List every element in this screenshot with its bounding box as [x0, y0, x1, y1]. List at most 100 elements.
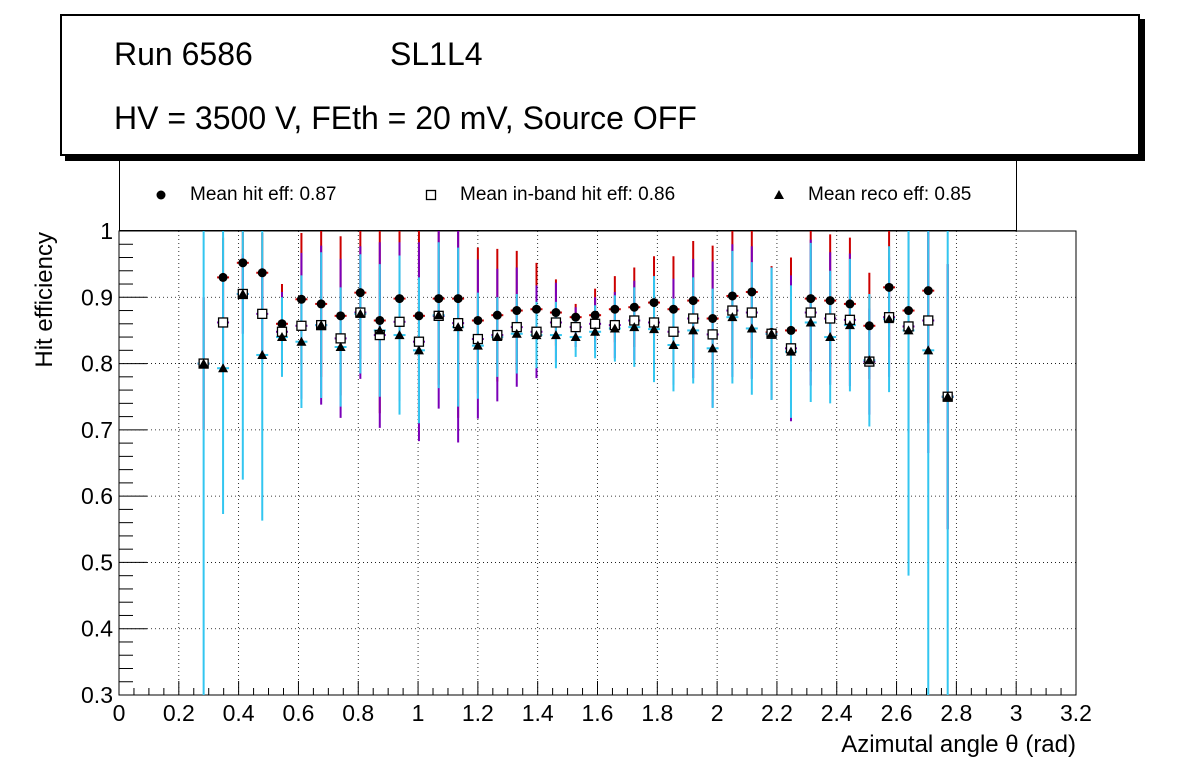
inband-point [335, 333, 346, 344]
reco-point [335, 342, 346, 351]
hit-point [629, 302, 639, 312]
y-tick-label: 0.3 [81, 682, 113, 708]
x-tick-label: 2 [711, 700, 724, 726]
reco-point [903, 325, 914, 335]
inband-point [550, 317, 562, 328]
hit-point [355, 288, 365, 298]
inband-point [413, 336, 425, 347]
y-tick-label: 0.6 [81, 483, 113, 509]
reco-point [531, 330, 542, 340]
reco-point [590, 326, 601, 336]
y-tick-label: 0.9 [81, 284, 113, 310]
x-tick-label: 1.4 [522, 700, 554, 726]
run-label: Run 6586 [114, 36, 253, 72]
triangle-marker-icon [774, 190, 784, 199]
grid [119, 231, 1076, 695]
hit-point [492, 310, 502, 320]
reco-point [844, 320, 855, 330]
hit-point [257, 268, 267, 278]
inband-point [825, 313, 836, 324]
inband-point [923, 315, 934, 326]
reco-point [785, 346, 796, 356]
y-tick-label: 1 [100, 218, 113, 244]
inband-point [668, 326, 679, 337]
reco-point [257, 349, 268, 359]
hit-point [806, 294, 816, 304]
inband-point [217, 317, 229, 328]
x-tick-label: 2.6 [881, 700, 913, 726]
reco-point [668, 340, 679, 350]
reco-point [355, 308, 366, 318]
reco-point [570, 332, 581, 342]
reco-point [394, 330, 405, 340]
reco-point [825, 332, 836, 342]
reco-point [453, 322, 464, 332]
inband-point [570, 321, 581, 333]
hit-point [590, 310, 600, 320]
hit-point [531, 304, 541, 314]
x-tick-label: 0 [113, 700, 126, 726]
reco-point [766, 328, 777, 338]
reco-point [942, 391, 953, 401]
hit-point [414, 311, 424, 321]
reco-point [923, 345, 934, 355]
hit-point [296, 294, 306, 304]
reco-point [864, 355, 875, 365]
x-tick-label: 2.8 [940, 700, 972, 726]
reco-point [296, 336, 307, 346]
hit-point [786, 325, 796, 335]
hit-point [434, 294, 444, 304]
reco-point [688, 325, 699, 335]
hit-point [277, 319, 287, 329]
inband-point [296, 320, 307, 331]
x-tick-label: 2.2 [761, 700, 793, 726]
reco-point [884, 314, 895, 324]
conditions-label: HV = 3500 V, FEth = 20 mV, Source OFF [114, 100, 697, 136]
tick-labels: 0 0.2 0.4 0.6 0.8 1 1.2 1.4 1.6 1.8 2 2.2 2.4 2.6 2.8 3… [81, 218, 1092, 726]
x-tick-label: 3.2 [1060, 700, 1092, 726]
legend-label-reco: Mean reco eff: 0.85 [808, 184, 972, 205]
title-box: Run 6586 SL1L4 HV = 3500 V, FEth = 20 mV… [60, 14, 1140, 156]
hit-point [884, 282, 894, 292]
hit-point [727, 291, 737, 301]
hit-point [571, 312, 581, 322]
hit-point [904, 306, 914, 316]
inband-point [688, 313, 699, 324]
inband-point [394, 316, 405, 327]
reco-point [805, 317, 816, 327]
hit-point [923, 286, 933, 296]
y-tick-label: 0.4 [81, 616, 113, 642]
circle-marker-icon [156, 190, 166, 200]
x-tick-label: 0.4 [223, 700, 255, 726]
hit-point [218, 272, 228, 282]
reco-point [609, 323, 620, 333]
reco-point [198, 358, 209, 368]
legend-label-inband: Mean in-band hit eff: 0.86 [460, 184, 676, 205]
hit-point [453, 294, 463, 304]
x-axis-label: Azimutal angle θ (rad) [841, 731, 1076, 758]
x-tick-label: 1.2 [462, 700, 494, 726]
reco-point [511, 328, 522, 338]
x-tick-label: 3 [1010, 700, 1023, 726]
x-tick-label: 1.6 [582, 700, 614, 726]
x-tick-label: 0.8 [342, 700, 374, 726]
y-tick-label: 0.8 [81, 351, 113, 377]
reco-point [492, 332, 503, 342]
reco-point [550, 330, 561, 340]
y-tick-label: 0.5 [81, 549, 113, 575]
reco-point [472, 340, 483, 350]
inband-point [746, 307, 757, 318]
reco-point [727, 312, 738, 322]
x-tick-label: 1.8 [641, 700, 673, 726]
reco-point [316, 320, 327, 330]
reco-point [649, 324, 660, 334]
hit-point [825, 296, 835, 306]
hit-point [845, 299, 855, 309]
x-tick-label: 2.4 [821, 700, 853, 726]
hit-point [708, 313, 718, 323]
hit-point [512, 306, 522, 316]
hit-point [238, 258, 248, 268]
inband-point [805, 307, 816, 318]
reco-point [707, 343, 718, 353]
